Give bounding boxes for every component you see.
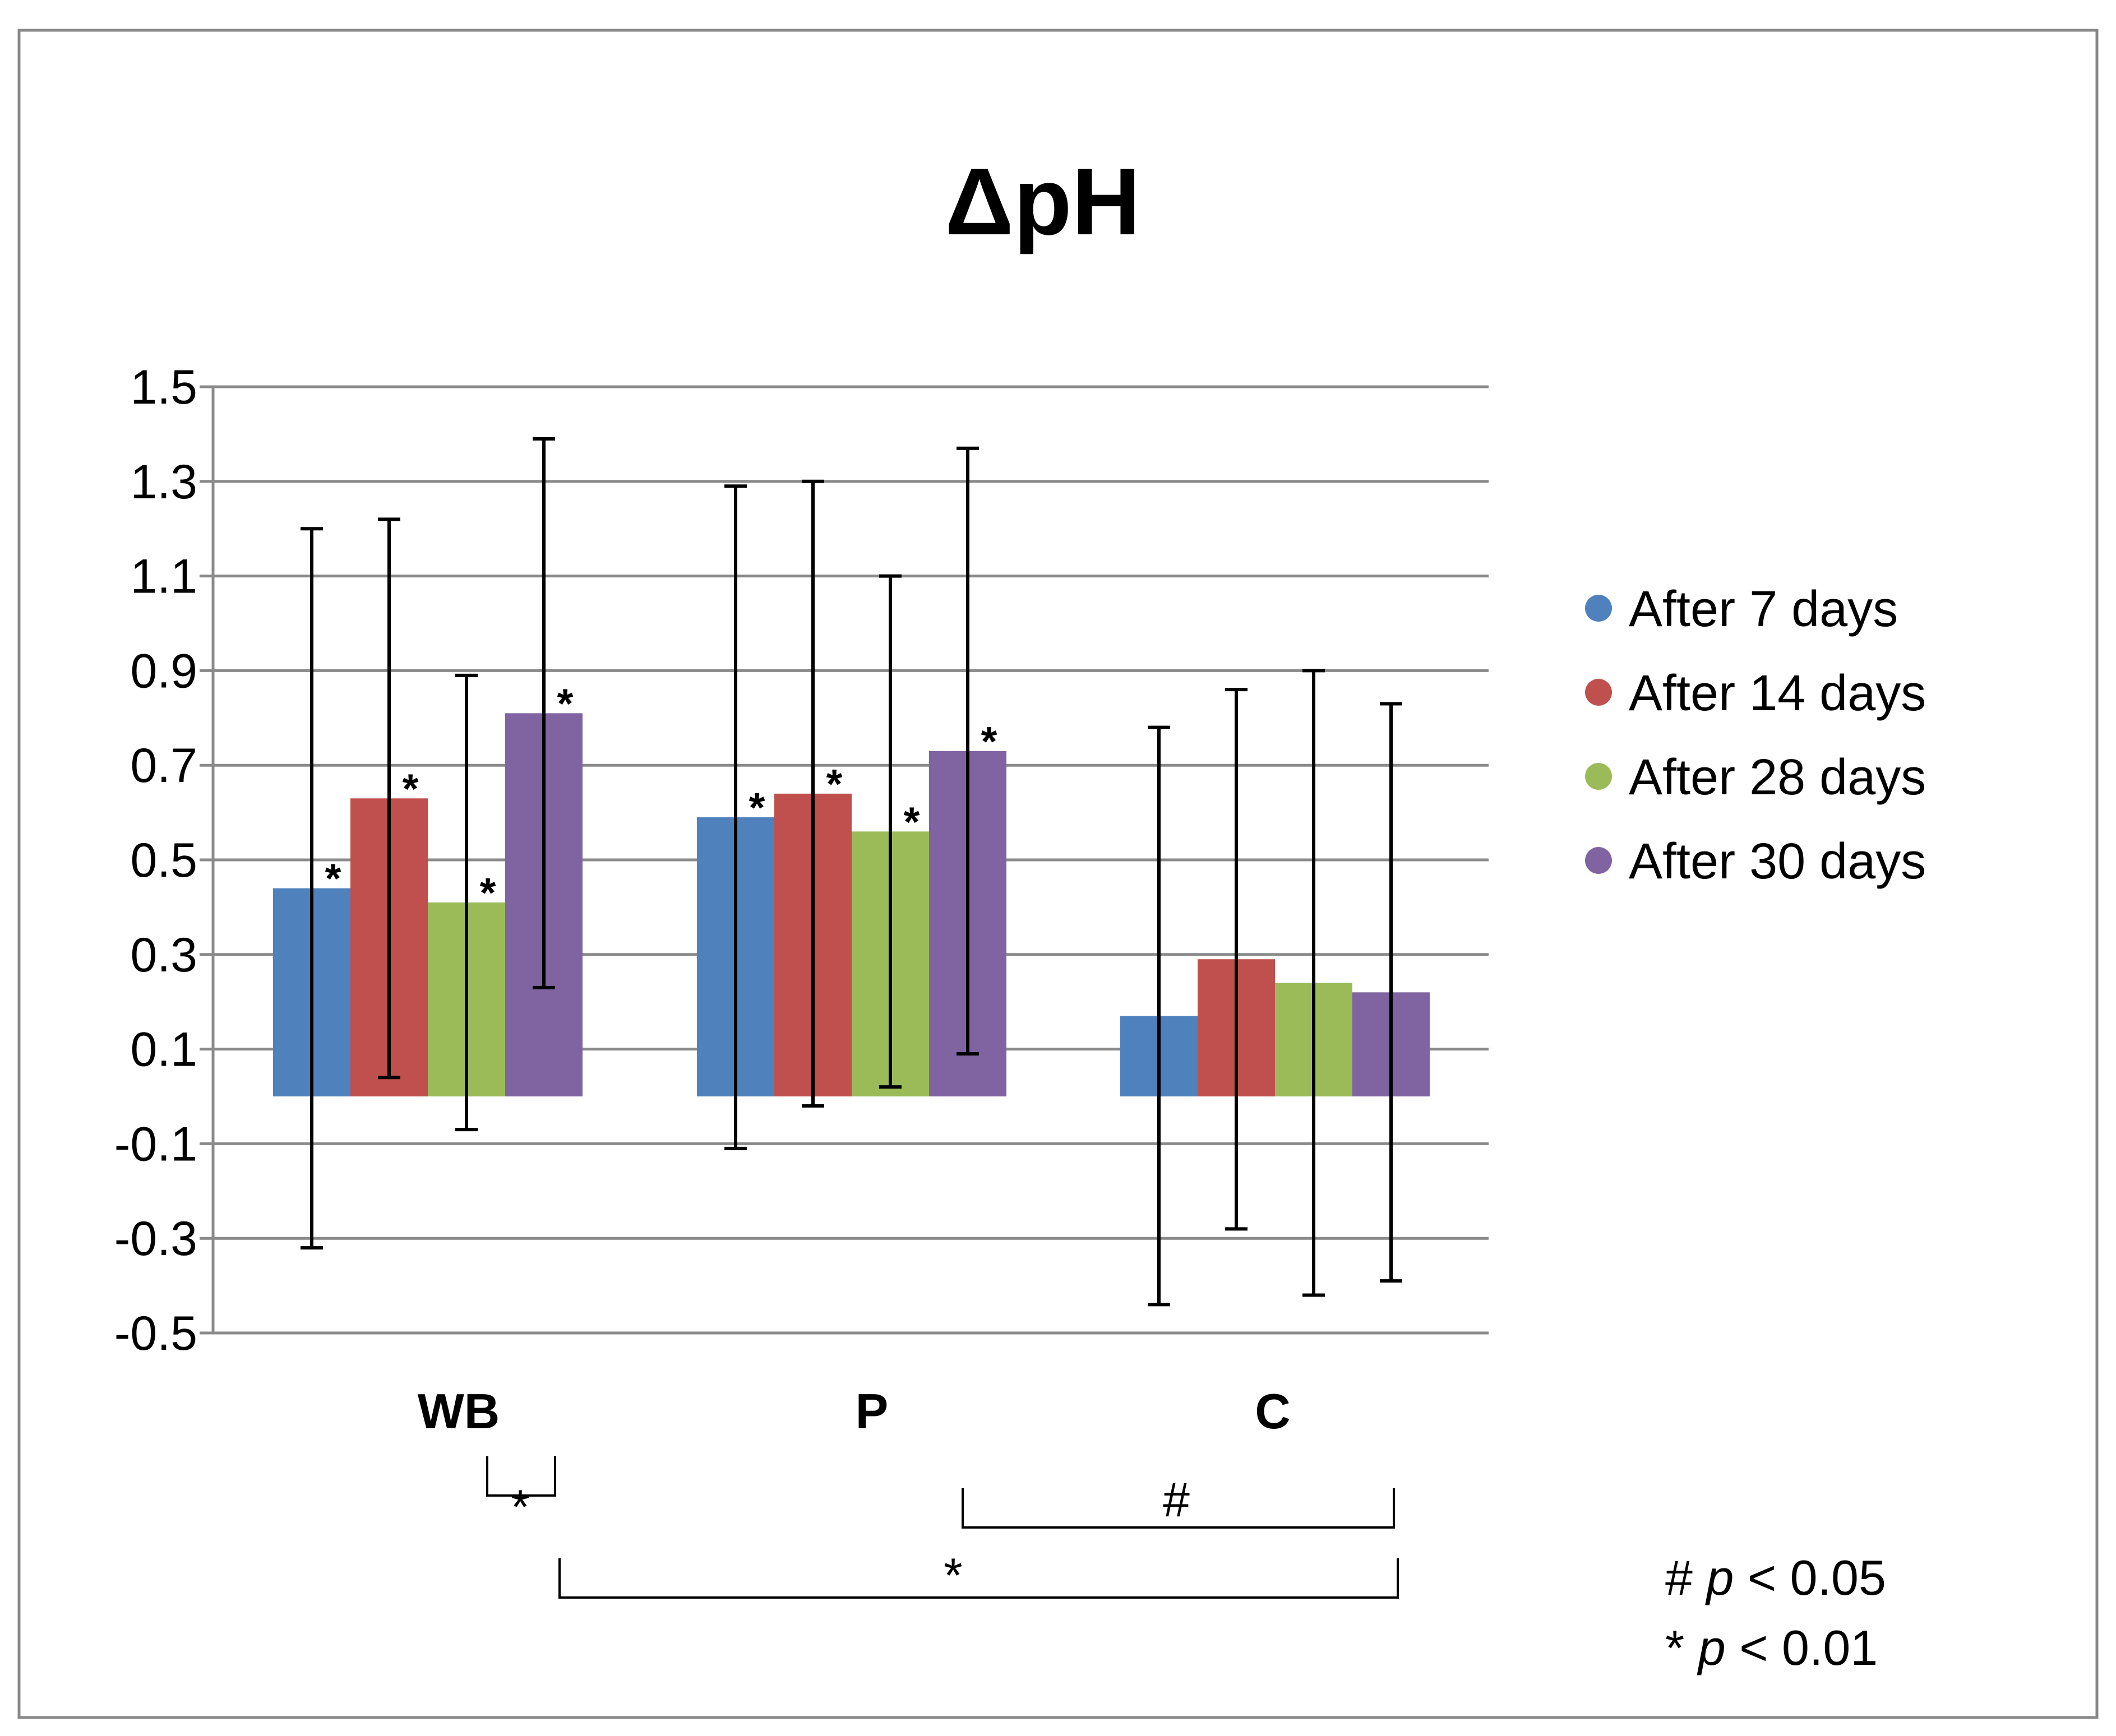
legend-marker	[1585, 595, 1612, 622]
y-tick-label: 1.1	[130, 550, 197, 604]
legend: After 7 days After 14 days After 28 days Af…	[1585, 581, 1926, 890]
legend-label: After 14 days	[1629, 665, 1926, 721]
significance-mark: *	[904, 798, 920, 845]
gridlines	[213, 385, 1489, 1335]
y-tick-label: -0.5	[114, 1307, 197, 1360]
x-tick-label: WB	[418, 1383, 500, 1439]
footnote: * p < 0.01	[1665, 1620, 1878, 1675]
legend-label: After 28 days	[1629, 749, 1926, 805]
y-tick-label: 0.9	[130, 644, 197, 698]
y-axis: 1.5 1.3 1.1 0.9 0.7 0.5 0.3 0.1 -0.1 -0.3 -0.5	[114, 360, 215, 1360]
legend-marker	[1585, 763, 1612, 790]
legend-label: After 30 days	[1629, 834, 1926, 890]
significance-mark: *	[749, 784, 765, 831]
comparison-label: *	[944, 1549, 962, 1603]
comparison-bracket	[558, 1558, 1399, 1599]
y-tick-label: 0.7	[130, 739, 197, 793]
significance-footnotes: # p < 0.05 * p < 0.01	[1665, 1550, 1886, 1675]
y-tick-label: 1.3	[130, 455, 197, 509]
significance-mark: *	[826, 761, 843, 807]
x-tick-label: C	[1255, 1383, 1291, 1439]
comparison-bracket	[962, 1488, 1395, 1529]
footnote: # p < 0.05	[1665, 1550, 1886, 1605]
x-tick-label: P	[856, 1383, 889, 1439]
significance-mark: *	[981, 718, 997, 765]
comparison-bracket	[486, 1456, 556, 1497]
y-tick-label: 1.5	[130, 360, 197, 414]
legend-marker	[1585, 847, 1612, 874]
x-axis-labels: WB P C	[418, 1383, 1291, 1439]
significance-mark: *	[480, 869, 496, 916]
y-tick-label: 0.1	[130, 1023, 197, 1077]
bars: * * * * * * * *	[273, 437, 1430, 1307]
significance-mark: *	[557, 680, 574, 726]
y-tick-label: 0.5	[130, 834, 197, 887]
legend-marker	[1585, 679, 1612, 706]
comparison-brackets: * # *	[486, 1456, 1399, 1603]
significance-mark: *	[325, 855, 341, 902]
significance-mark: *	[403, 765, 419, 812]
legend-label: After 7 days	[1629, 581, 1898, 637]
y-tick-label: -0.1	[114, 1117, 197, 1171]
y-tick-label: 0.3	[130, 928, 197, 982]
y-tick-label: -0.3	[114, 1212, 197, 1266]
comparison-label: *	[511, 1480, 529, 1534]
comparison-label: #	[1163, 1473, 1190, 1527]
chart-title: ΔpH	[945, 149, 1141, 255]
